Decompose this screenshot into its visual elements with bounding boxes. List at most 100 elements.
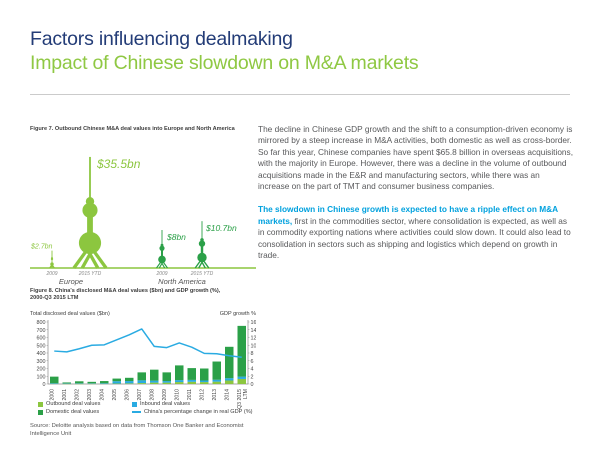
body-paragraph-2-rest: first in the commodities sector, where c… [258, 215, 571, 261]
x-axis-label: 2010 [174, 389, 180, 401]
pearl-tower-north-america-2009 [156, 230, 168, 269]
bar-segment-2011 [187, 379, 196, 382]
tower-value-label: $8bn [166, 232, 186, 242]
x-axis-label: 2014 [224, 389, 230, 401]
right-axis-tick: 4 [251, 367, 254, 373]
x-axis-label: 2007 [137, 389, 143, 401]
bar-segment-Q3-2015-LTM [237, 376, 246, 379]
body-text-column: The decline in Chinese GDP growth and th… [258, 124, 573, 273]
tower-value-label: $10.7bn [205, 223, 237, 233]
legend-item-2: Domestic deal values [38, 409, 132, 415]
page-subtitle: Impact of Chinese slowdown on M&A market… [30, 52, 419, 74]
right-axis-tick: 14 [251, 328, 257, 334]
figure8-bar-chart: 0100200300400500600700800024681012141620… [37, 320, 257, 409]
figure8-left-axis-label: Total disclosed deal values ($bn) [30, 311, 110, 317]
x-axis-label: 2005 [112, 389, 118, 401]
figure7-tower-chart: $2.7bn 2009 $35.5bn 2015 YTD $8bn 2009 $10.7bn… [30, 156, 256, 286]
legend-square-swatch [38, 401, 43, 407]
left-axis-tick: 500 [37, 343, 46, 349]
bar-segment-2009 [162, 381, 171, 383]
gdp-growth-line [54, 328, 242, 359]
bar-segment-2010 [175, 365, 184, 381]
legend-label: China's percentage change in real GDP (%… [144, 409, 253, 415]
right-axis-tick: 12 [251, 336, 257, 342]
bar-segment-2009 [162, 382, 171, 384]
x-axis-label: 2008 [149, 389, 155, 401]
bar-segment-2013 [212, 381, 221, 384]
bar-segment-2003 [87, 381, 96, 384]
bar-segment-Q3-2015-LTM [237, 378, 246, 384]
bar-segment-2006 [125, 381, 134, 384]
chart-legend: Outbound deal values Inbound deal values D… [38, 401, 258, 415]
x-axis-label: LTM [243, 389, 249, 399]
x-axis-label: 2004 [99, 389, 105, 401]
bar-segment-2010 [175, 380, 184, 383]
bar-segment-2005 [112, 381, 121, 384]
tower-year-label: 2009 [155, 271, 167, 277]
tower-value-label: $35.5bn [96, 157, 141, 171]
bar-segment-2007 [137, 372, 146, 381]
bar-segment-2007 [137, 380, 146, 384]
left-axis-tick: 200 [37, 367, 46, 373]
region-label: North America [158, 277, 206, 286]
left-axis-tick: 700 [37, 328, 46, 334]
source-note: Source: Deloitte analysis based on data … [30, 423, 244, 437]
legend-label: Domestic deal values [46, 409, 100, 415]
bar-segment-2007 [137, 383, 146, 384]
right-axis-tick: 10 [251, 343, 257, 349]
figure8-right-axis-label: GDP growth % [219, 311, 256, 317]
left-axis-tick: 0 [43, 382, 46, 388]
bar-segment-2004 [100, 381, 109, 383]
legend-line-swatch [132, 411, 141, 413]
left-axis-tick: 800 [37, 320, 46, 326]
legend-square-swatch [38, 409, 43, 415]
tower-value-label: $2.7bn [30, 244, 53, 251]
right-axis-tick: 16 [251, 320, 257, 326]
x-axis-label: 2009 [162, 389, 168, 401]
legend-label: Outbound deal values [46, 401, 101, 407]
left-axis-tick: 400 [37, 351, 46, 357]
legend-item-1: Inbound deal values [132, 401, 258, 407]
right-axis-tick: 0 [251, 382, 254, 388]
x-axis-label: 2002 [74, 389, 80, 401]
highlight-lead-in: The slowdown in Chinese growth is expect… [258, 204, 558, 226]
left-axis-tick: 100 [37, 374, 46, 380]
region-label: Europe [59, 277, 83, 286]
tower-year-label: 2009 [45, 271, 57, 277]
figure8-title: Figure 8. China's disclosed M&A deal val… [30, 288, 258, 302]
bar-segment-2005 [112, 378, 121, 382]
bar-segment-2001 [62, 382, 71, 384]
bar-segment-2014 [225, 378, 234, 381]
page-title: Factors influencing dealmaking [30, 28, 293, 50]
bar-segment-2008 [150, 369, 159, 381]
bar-segment-2010 [175, 382, 184, 384]
right-axis-tick: 8 [251, 351, 254, 357]
figure8-title-line1: Figure 8. China's disclosed M&A deal val… [30, 288, 221, 294]
x-axis-label: 2012 [199, 389, 205, 401]
bar-segment-2000 [50, 382, 59, 384]
bar-segment-2012 [200, 382, 209, 384]
x-axis-label: 2001 [62, 389, 68, 401]
bar-segment-2012 [200, 380, 209, 383]
bar-segment-2009 [162, 372, 171, 382]
right-axis-tick: 6 [251, 359, 254, 365]
bar-segment-2013 [212, 361, 221, 380]
bar-segment-2006 [125, 383, 134, 384]
bar-segment-2011 [187, 381, 196, 384]
x-axis-label: 2003 [87, 389, 93, 401]
bar-segment-Q3-2015-LTM [237, 325, 246, 377]
figure8-title-line2: 2000-Q3 2015 LTM [30, 295, 79, 302]
body-paragraph-1: The decline in Chinese GDP growth and th… [258, 124, 574, 192]
x-axis-label: 2006 [124, 389, 130, 401]
figure7-title: Figure 7. Outbound Chinese M&A deal valu… [30, 126, 235, 132]
body-paragraph-2: The slowdown in Chinese growth is expect… [258, 204, 573, 261]
bar-segment-2013 [212, 379, 221, 382]
x-axis-label: 2011 [187, 389, 193, 400]
legend-square-swatch [132, 401, 137, 407]
bar-segment-2002 [75, 381, 84, 384]
x-axis-label: Q3 2015 [237, 389, 243, 409]
bar-segment-2011 [187, 368, 196, 380]
bar-segment-2000 [50, 376, 59, 383]
pearl-tower-europe-2009 [49, 250, 55, 269]
